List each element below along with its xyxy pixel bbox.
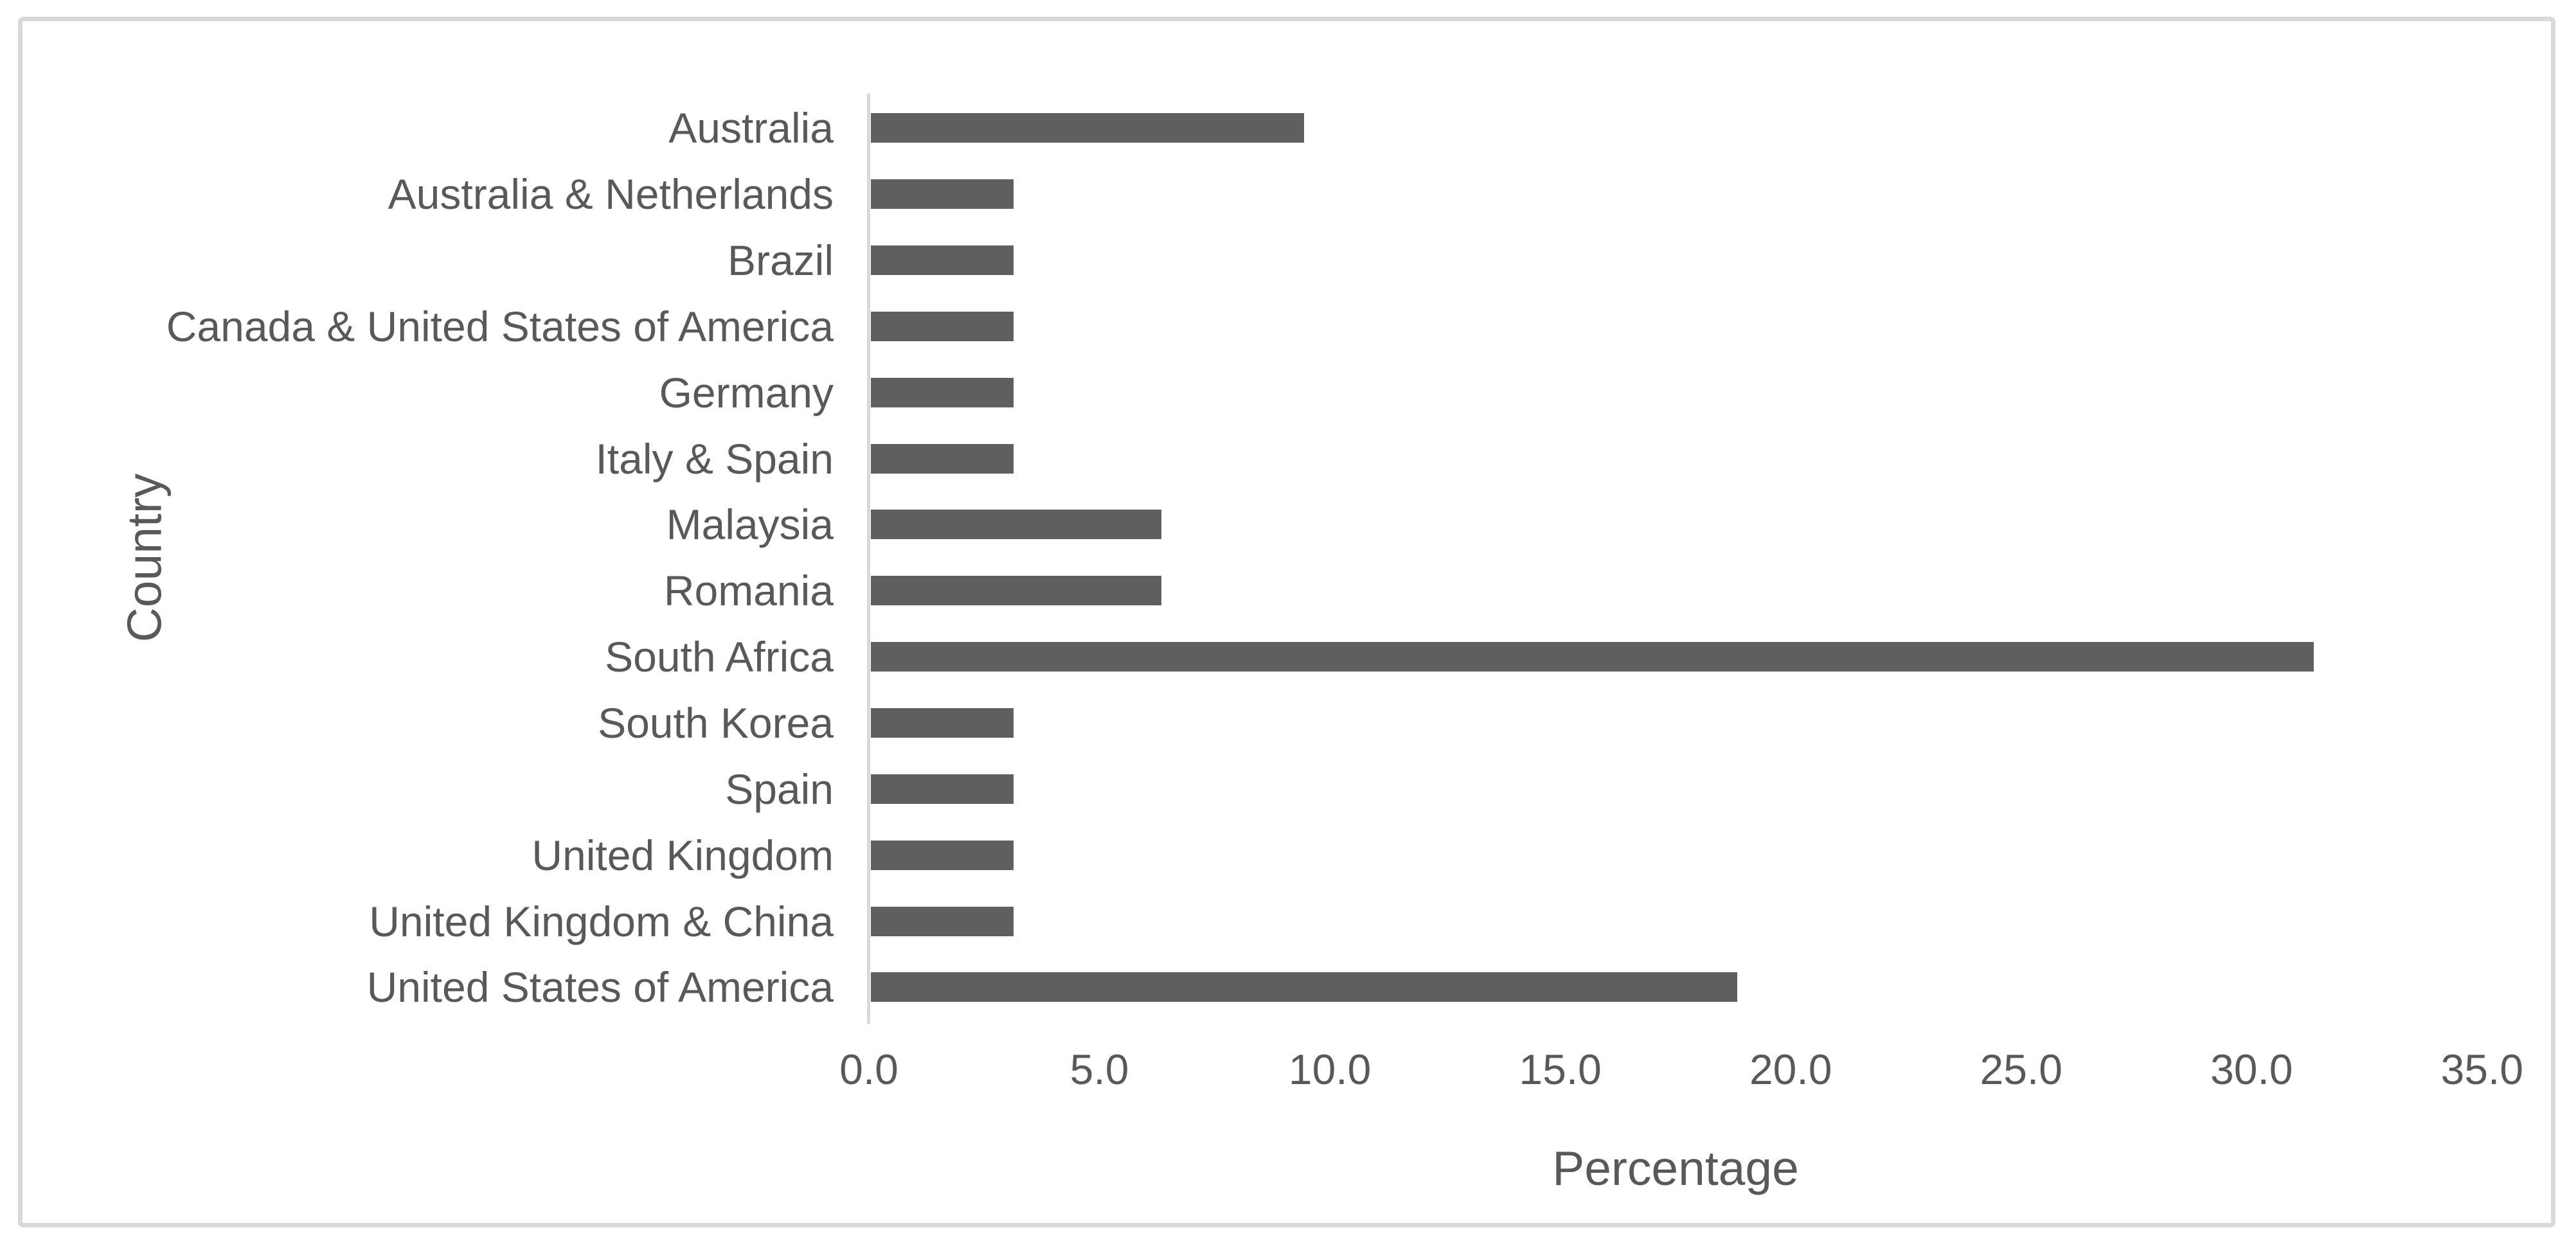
category-label: Australia: [668, 104, 834, 152]
bar: [871, 576, 1161, 606]
category-label: Romania: [663, 567, 834, 615]
category-axis-line: [867, 94, 870, 1024]
x-tick-label: 0.0: [839, 1046, 899, 1093]
category-label: Germany: [659, 368, 834, 416]
bar: [871, 642, 2314, 672]
x-tick-label: 15.0: [1519, 1046, 1602, 1093]
bar: [871, 311, 1014, 341]
x-tick-label: 30.0: [2210, 1046, 2293, 1093]
bar: [871, 179, 1014, 209]
category-label: United States of America: [366, 963, 834, 1011]
bar: [871, 906, 1014, 936]
bar-row: Malaysia: [22, 492, 2576, 558]
category-label: Italy & Spain: [595, 434, 834, 483]
category-label: United Kingdom: [532, 831, 834, 879]
bar: [871, 840, 1014, 870]
bar: [871, 113, 1305, 143]
category-label: South Korea: [598, 699, 834, 747]
x-axis-tick-labels: 0.0 5.0 10.0 15.0 20.0 25.0 30.0 35.0: [22, 1048, 2576, 1099]
category-label: Spain: [725, 765, 834, 813]
bar-row: United Kingdom: [22, 822, 2576, 888]
bar-row: Italy & Spain: [22, 425, 2576, 492]
category-label: Malaysia: [666, 501, 834, 549]
x-tick-label: 20.0: [1749, 1046, 1832, 1093]
x-tick-label: 25.0: [1980, 1046, 2062, 1093]
bar: [871, 774, 1014, 804]
bar: [871, 245, 1014, 276]
bar-row: Australia: [22, 95, 2576, 161]
category-label: South Africa: [605, 633, 834, 681]
bar-rows: Australia Australia & Netherlands Brazil Ca…: [22, 95, 2576, 1020]
bar-row: United Kingdom & China: [22, 888, 2576, 954]
x-tick-label: 10.0: [1288, 1046, 1372, 1093]
x-axis-title: Percentage: [1552, 1141, 1799, 1195]
x-tick-label: 35.0: [2440, 1046, 2524, 1093]
bar-row: Romania: [22, 558, 2576, 624]
x-tick-label: 5.0: [1069, 1046, 1129, 1093]
bar-row: Spain: [22, 756, 2576, 822]
category-label: Brazil: [727, 236, 834, 285]
category-label: Australia & Netherlands: [388, 170, 834, 218]
category-label: United Kingdom & China: [369, 897, 834, 945]
bar: [871, 708, 1014, 738]
bar: [871, 510, 1161, 540]
bar: [871, 377, 1014, 407]
category-label: Canada & United States of America: [166, 302, 834, 350]
bar-row: Brazil: [22, 227, 2576, 294]
bar-row: Australia & Netherlands: [22, 161, 2576, 227]
bar-row: United States of America: [22, 954, 2576, 1020]
bar-row: South Africa: [22, 624, 2576, 690]
bar: [871, 972, 1738, 1002]
chart-frame: Country Australia Australia & Netherlands…: [18, 17, 2555, 1227]
bar-row: South Korea: [22, 690, 2576, 756]
bar: [871, 443, 1014, 474]
bar-row: Germany: [22, 359, 2576, 425]
bar-row: Canada & United States of America: [22, 294, 2576, 360]
